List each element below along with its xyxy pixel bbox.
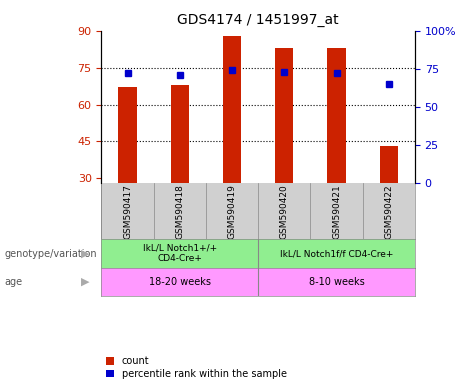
Text: ▶: ▶ <box>81 248 89 258</box>
Text: GSM590418: GSM590418 <box>175 184 184 239</box>
Text: GSM590421: GSM590421 <box>332 184 341 239</box>
Bar <box>118 87 136 183</box>
Bar <box>327 48 346 183</box>
Text: IkL/L Notch1f/f CD4-Cre+: IkL/L Notch1f/f CD4-Cre+ <box>280 249 393 258</box>
Text: 8-10 weeks: 8-10 weeks <box>309 276 364 286</box>
Bar <box>171 85 189 183</box>
Legend: count, percentile rank within the sample: count, percentile rank within the sample <box>106 356 287 379</box>
Text: GSM590420: GSM590420 <box>280 184 289 239</box>
Text: GSM590422: GSM590422 <box>384 184 393 239</box>
Text: IkL/L Notch1+/+
CD4-Cre+: IkL/L Notch1+/+ CD4-Cre+ <box>143 244 217 263</box>
Text: 18-20 weeks: 18-20 weeks <box>149 276 211 286</box>
Text: genotype/variation: genotype/variation <box>5 248 97 258</box>
Bar <box>379 146 398 183</box>
Text: ▶: ▶ <box>81 276 89 286</box>
Text: age: age <box>5 276 23 286</box>
Bar <box>275 48 293 183</box>
Text: GSM590417: GSM590417 <box>123 184 132 239</box>
Bar <box>223 36 241 183</box>
Text: GSM590419: GSM590419 <box>228 184 236 239</box>
Title: GDS4174 / 1451997_at: GDS4174 / 1451997_at <box>177 13 339 27</box>
